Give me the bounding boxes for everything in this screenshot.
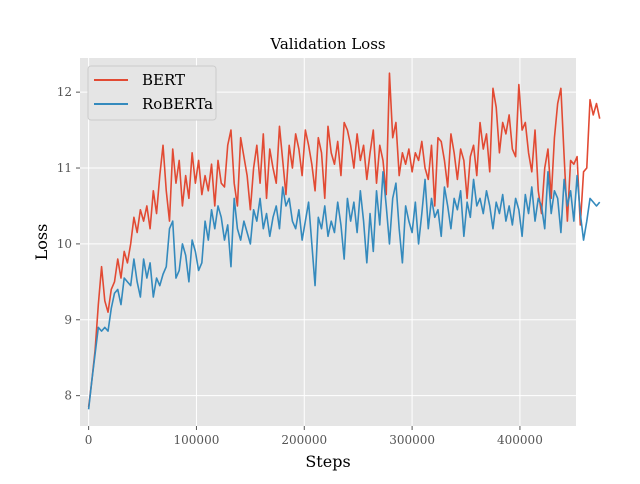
x-tick-label: 400000: [497, 433, 543, 447]
x-tick-label: 300000: [389, 433, 435, 447]
x-tick-label: 100000: [174, 433, 220, 447]
x-tick-label: 200000: [281, 433, 327, 447]
y-axis-label: Loss: [32, 224, 51, 261]
legend: BERT RoBERTa: [87, 65, 217, 121]
grid-lines: [80, 58, 576, 426]
x-axis-label: Steps: [305, 452, 350, 471]
chart-title: Validation Loss: [269, 35, 385, 53]
y-tick-label: 12: [57, 85, 72, 99]
legend-label: BERT: [142, 71, 185, 89]
x-tick-label: 0: [85, 433, 93, 447]
y-tick-label: 8: [64, 389, 72, 403]
legend-label: RoBERTa: [142, 95, 213, 113]
series-line-bert: [87, 72, 601, 408]
y-tick-label: 10: [57, 237, 72, 251]
y-tick-label: 9: [64, 313, 72, 327]
y-tick-label: 11: [57, 161, 72, 175]
axis-ticks: 0 100000 200000 300000 400000 8 9 10 11 12: [57, 85, 543, 447]
series-line-roberta: [87, 171, 601, 410]
series-lines: [87, 72, 601, 410]
